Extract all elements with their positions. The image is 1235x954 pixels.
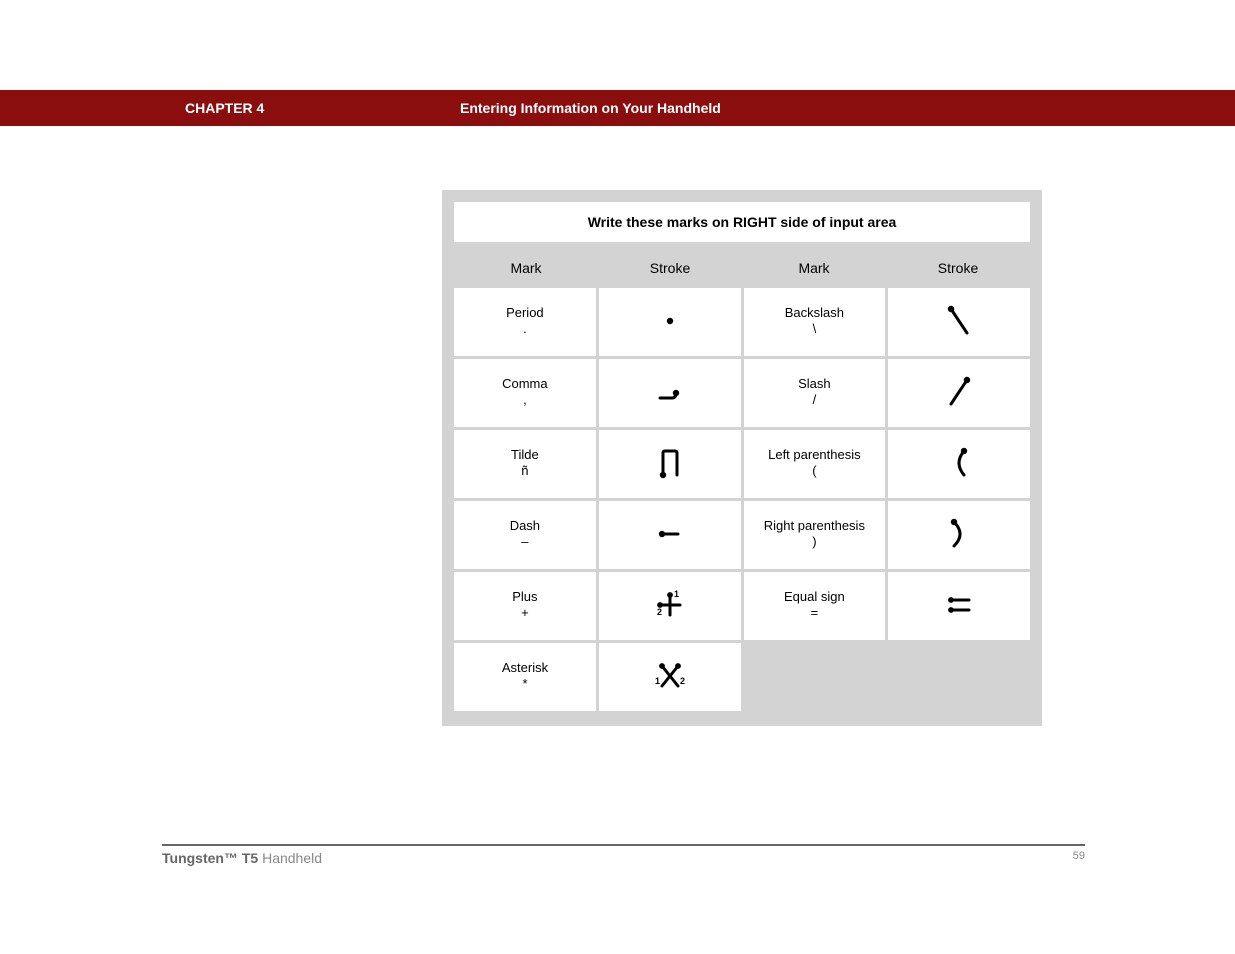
mark-name: Left parenthesis	[768, 447, 861, 462]
mark-symbol: .	[523, 320, 527, 338]
mark-cell: Dash–	[454, 501, 596, 569]
table-row: Asterisk*12	[454, 643, 741, 711]
table-header-row: Mark Stroke Mark Stroke	[454, 248, 1030, 288]
stroke-cell	[599, 288, 741, 356]
product-name-rest: Handheld	[258, 850, 322, 866]
mark-cell: Tildeñ	[454, 430, 596, 498]
backslash-stroke-icon	[939, 303, 979, 342]
table-row: Period. Backslash\	[454, 288, 1030, 356]
tilde-stroke-icon	[650, 445, 690, 484]
mark-symbol: –	[521, 533, 528, 551]
svg-text:1: 1	[655, 676, 660, 686]
stroke-cell	[599, 501, 741, 569]
mark-cell: Left parenthesis(	[744, 430, 886, 498]
stroke-cell: 12	[599, 572, 741, 640]
mark-name: Asterisk	[502, 660, 548, 675]
mark-name: Backslash	[785, 305, 844, 320]
mark-name: Slash	[798, 376, 831, 391]
stroke-cell	[888, 430, 1030, 498]
mark-cell: Plus+	[454, 572, 596, 640]
col-header: Mark	[454, 248, 598, 288]
stroke-cell	[888, 359, 1030, 427]
chapter-title: Entering Information on Your Handheld	[460, 100, 721, 116]
page-footer: Tungsten™ T5 Handheld 59	[162, 844, 1085, 866]
svg-text:2: 2	[680, 676, 685, 686]
lparen-stroke-icon	[939, 445, 979, 484]
mark-symbol: /	[813, 391, 817, 409]
mark-cell: Asterisk*	[454, 643, 596, 711]
page-number: 59	[1073, 850, 1085, 862]
table-caption: Write these marks on RIGHT side of input…	[454, 202, 1030, 242]
svg-text:1: 1	[674, 589, 679, 599]
mark-symbol: =	[811, 604, 819, 622]
rparen-stroke-icon	[939, 516, 979, 555]
mark-cell: Comma,	[454, 359, 596, 427]
comma-stroke-icon	[650, 374, 690, 413]
mark-name: Equal sign	[784, 589, 845, 604]
mark-cell: Period.	[454, 288, 596, 356]
period-stroke-icon	[650, 303, 690, 342]
mark-name: Plus	[512, 589, 537, 604]
mark-name: Tilde	[511, 447, 539, 462]
table-row: Plus+12Equal sign=	[454, 572, 1030, 640]
svg-text:2: 2	[657, 607, 662, 617]
mark-cell: Slash/	[744, 359, 886, 427]
mark-symbol: (	[812, 462, 816, 480]
chapter-label: CHAPTER 4	[185, 100, 264, 116]
mark-cell: Equal sign=	[744, 572, 886, 640]
equal-stroke-icon	[939, 587, 979, 626]
stroke-cell	[888, 288, 1030, 356]
table-row: Dash– Right parenthesis)	[454, 501, 1030, 569]
asterisk-stroke-icon: 12	[650, 658, 690, 697]
mark-name: Period	[506, 305, 544, 320]
chapter-header: CHAPTER 4 Entering Information on Your H…	[0, 90, 1235, 126]
table-row: Tildeñ Left parenthesis(	[454, 430, 1030, 498]
slash-stroke-icon	[939, 374, 979, 413]
plus-stroke-icon: 12	[650, 587, 690, 626]
stroke-cell	[599, 430, 741, 498]
mark-symbol: \	[813, 320, 817, 338]
punctuation-table: Write these marks on RIGHT side of input…	[442, 190, 1042, 726]
col-header: Stroke	[598, 248, 742, 288]
product-name-bold: Tungsten™ T5	[162, 850, 258, 866]
col-header: Mark	[742, 248, 886, 288]
stroke-cell	[888, 572, 1030, 640]
mark-symbol: +	[521, 604, 529, 622]
mark-symbol: ,	[523, 391, 527, 409]
mark-symbol: *	[522, 675, 527, 693]
mark-name: Dash	[510, 518, 540, 533]
table-row: Comma, Slash/	[454, 359, 1030, 427]
stroke-cell: 12	[599, 643, 741, 711]
stroke-cell	[888, 501, 1030, 569]
col-header: Stroke	[886, 248, 1030, 288]
mark-name: Right parenthesis	[764, 518, 865, 533]
mark-cell: Right parenthesis)	[744, 501, 886, 569]
mark-symbol: ñ	[521, 462, 528, 480]
mark-cell: Backslash\	[744, 288, 886, 356]
mark-symbol: )	[812, 533, 816, 551]
dash-stroke-icon	[650, 516, 690, 555]
stroke-cell	[599, 359, 741, 427]
mark-name: Comma	[502, 376, 548, 391]
